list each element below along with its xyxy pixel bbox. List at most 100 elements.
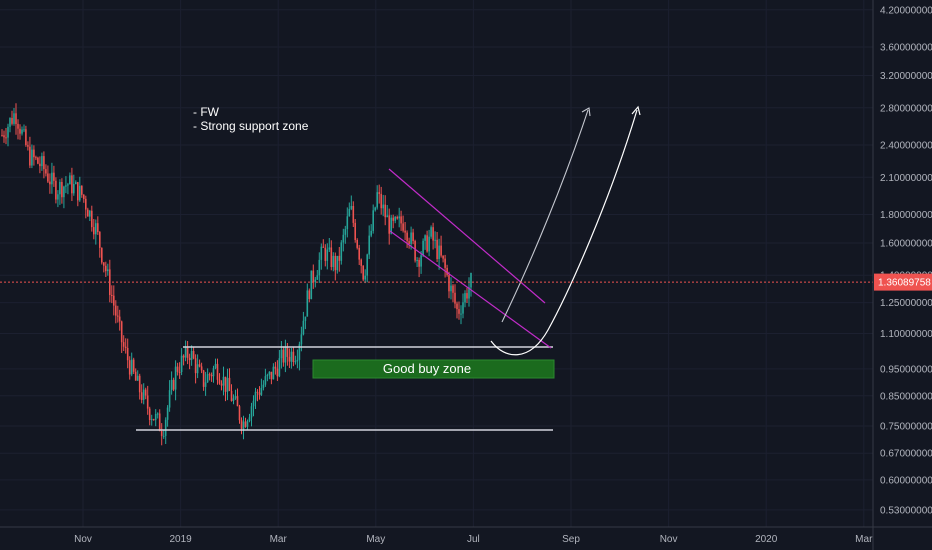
candle-body — [298, 344, 301, 360]
candle-body — [384, 204, 386, 218]
candle-body — [274, 366, 277, 369]
candle-body — [424, 235, 426, 241]
candle-body — [468, 287, 470, 299]
candle-body — [11, 118, 13, 124]
candle-body — [382, 204, 384, 209]
candle-body — [372, 210, 374, 231]
candle-body — [340, 242, 343, 261]
candle-body — [250, 406, 253, 418]
candle-body — [182, 355, 185, 358]
candle-body — [77, 182, 79, 201]
candle-body — [41, 156, 43, 167]
candle-body — [426, 235, 428, 252]
candle-body — [118, 316, 121, 322]
candle-body — [332, 255, 335, 267]
candle-body — [404, 230, 406, 233]
candle-body — [168, 390, 171, 408]
candle-body — [456, 303, 458, 310]
projection-arrow-short[interactable] — [501, 109, 589, 323]
candle-body — [37, 157, 39, 164]
channel-upper-line[interactable] — [388, 168, 546, 304]
channel-lower-line[interactable] — [389, 230, 552, 349]
candle-body — [262, 384, 265, 388]
candle-body — [276, 368, 279, 377]
candle-body — [328, 247, 331, 250]
candle-body — [148, 408, 151, 420]
candle-body — [434, 239, 436, 241]
candle-body — [470, 273, 472, 288]
candle-body — [49, 181, 51, 185]
candle-body — [356, 240, 358, 248]
candle-body — [31, 149, 33, 166]
candle-body — [136, 375, 139, 381]
candle-body — [266, 374, 269, 377]
price-tick-label: 1.80000000 — [880, 210, 932, 221]
candle-body — [234, 396, 237, 399]
buy-zone-rectangle[interactable] — [312, 359, 555, 379]
candle-body — [47, 173, 49, 182]
candle-body — [256, 391, 259, 393]
candle-body — [99, 231, 101, 248]
candle-body — [15, 113, 17, 124]
candle-body — [59, 182, 61, 195]
price-tick-label: 0.60000000 — [880, 475, 932, 486]
candle-body — [422, 240, 424, 256]
candle-body — [386, 215, 388, 218]
candle-body — [290, 351, 293, 362]
candle-body — [458, 309, 460, 314]
candle-body — [248, 417, 251, 422]
candle-body — [35, 157, 37, 159]
price-tick-label: 2.40000000 — [880, 141, 932, 152]
candle-body — [408, 241, 410, 244]
candle-body — [73, 184, 75, 194]
candle-body — [428, 236, 430, 252]
chart-note-line-2: - Strong support zone — [193, 119, 309, 133]
candle-body — [268, 371, 271, 375]
candle-body — [352, 206, 355, 223]
projection-curve[interactable] — [490, 109, 638, 356]
candle-body — [17, 123, 19, 129]
candle-body — [326, 249, 329, 261]
candle-body — [124, 346, 127, 348]
candle-body — [350, 206, 353, 209]
candle-body — [105, 265, 107, 272]
candle-body — [196, 364, 199, 374]
candle-body — [240, 420, 243, 429]
candle-body — [120, 321, 123, 343]
candle-body — [452, 285, 454, 293]
price-tick-label: 0.85000000 — [880, 391, 932, 402]
candle-body — [354, 222, 356, 240]
candle-body — [33, 149, 35, 158]
time-tick-label: Nov — [660, 534, 678, 545]
candle-body — [89, 210, 91, 217]
candle-body — [432, 227, 434, 241]
candle-body — [450, 285, 452, 292]
candle-body — [244, 421, 247, 427]
candle-body — [412, 232, 414, 241]
candle-body — [55, 180, 57, 200]
time-axis-labels: Nov 2019 Mar May Jul Sep Nov 2020 Mar — [74, 534, 873, 545]
price-tick-label: 2.10000000 — [880, 173, 932, 184]
candle-body — [308, 290, 311, 299]
candle-body — [3, 135, 5, 138]
candle-body — [122, 342, 125, 347]
candle-body — [406, 232, 408, 242]
candle-body — [19, 128, 21, 134]
candle-body — [184, 347, 187, 358]
candle-body — [394, 217, 396, 221]
candle-body — [53, 172, 55, 181]
last-price-badge — [874, 273, 932, 291]
candle-body — [150, 419, 153, 421]
projection-curve-head — [631, 105, 641, 116]
price-tick-label: 0.95000000 — [880, 364, 932, 375]
candle-body — [442, 255, 444, 259]
candle-body — [186, 347, 189, 358]
last-price-label: 1.36089758 — [878, 278, 931, 289]
candle-body — [370, 230, 372, 236]
chart-note-line-1: - FW — [193, 105, 220, 119]
candle-body — [342, 234, 345, 243]
candle-body — [364, 275, 366, 280]
candle-body — [436, 239, 438, 259]
candle-body — [460, 313, 462, 315]
